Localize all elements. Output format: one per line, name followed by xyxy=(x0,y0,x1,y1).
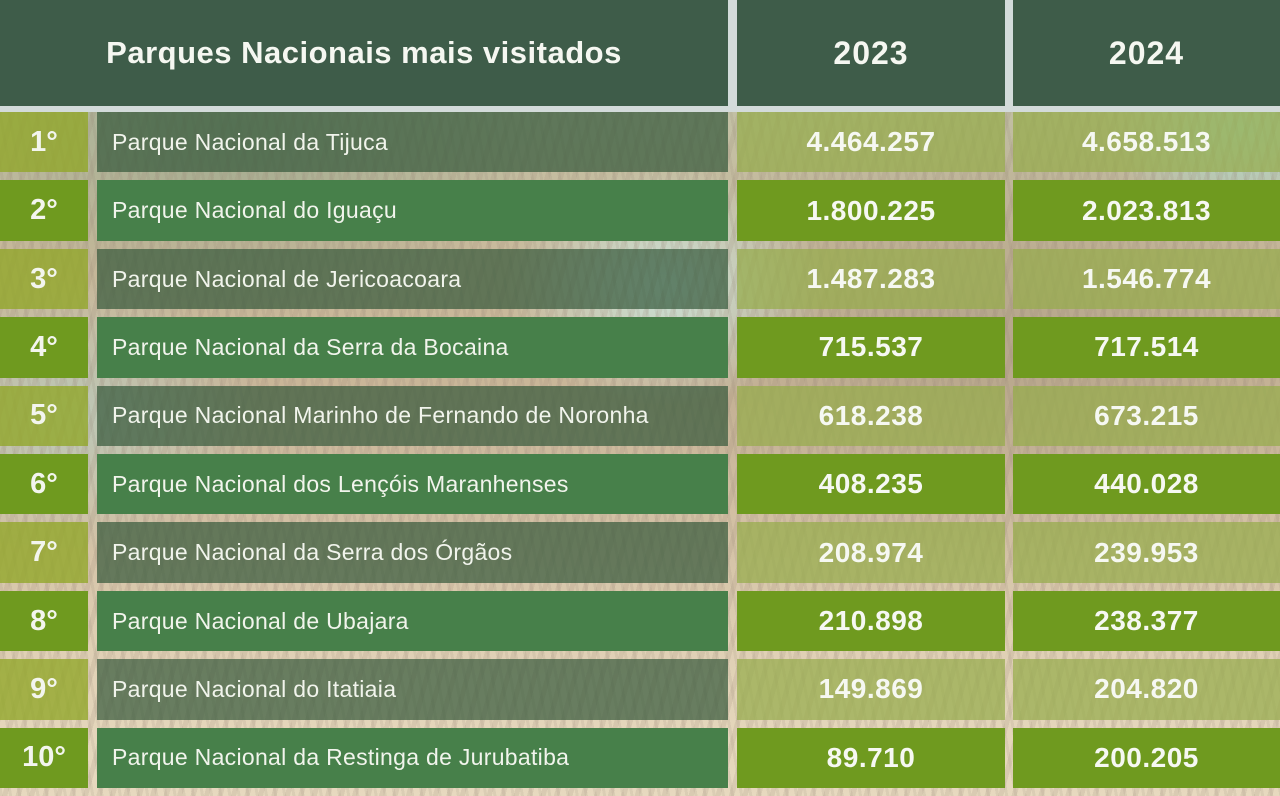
cell-gap xyxy=(88,728,97,788)
table-row: 4° Parque Nacional da Serra da Bocaina 7… xyxy=(0,317,1280,378)
rank-cell: 4° xyxy=(0,317,88,378)
park-name-cell: Parque Nacional de Ubajara xyxy=(97,590,728,652)
cell-gap xyxy=(88,386,97,446)
cell-gap xyxy=(728,386,737,446)
cell-gap xyxy=(1005,112,1013,172)
table-row: 6° Parque Nacional dos Lençóis Maranhens… xyxy=(0,454,1280,515)
park-name-cell: Parque Nacional da Serra dos Órgãos xyxy=(97,522,728,583)
visitors-2023-cell: 408.235 xyxy=(737,454,1005,515)
cell-gap xyxy=(88,659,97,719)
cell-gap xyxy=(728,728,737,788)
visitors-2024-cell: 200.205 xyxy=(1013,727,1280,789)
cell-gap xyxy=(1005,659,1013,719)
park-name-cell: Parque Nacional dos Lençóis Maranhenses xyxy=(97,454,728,515)
table-row: 3° Parque Nacional de Jericoacoara 1.487… xyxy=(0,248,1280,310)
park-name-cell: Parque Nacional da Serra da Bocaina xyxy=(97,317,728,378)
park-name-cell: Parque Nacional do Itatiaia xyxy=(97,659,728,720)
column-header-2024: 2024 xyxy=(1013,0,1280,106)
park-name-cell: Parque Nacional da Restinga de Jurubatib… xyxy=(97,727,728,789)
cell-gap xyxy=(88,180,97,240)
table-row: 5° Parque Nacional Marinho de Fernando d… xyxy=(0,385,1280,447)
cell-gap xyxy=(728,659,737,719)
cell-gap xyxy=(1005,591,1013,651)
table-title: Parques Nacionais mais visitados xyxy=(106,35,622,70)
visitors-2023-cell: 1.487.283 xyxy=(737,248,1005,310)
cell-gap xyxy=(728,522,737,582)
header-divider xyxy=(1005,0,1013,112)
cell-gap xyxy=(728,180,737,240)
cell-gap xyxy=(728,591,737,651)
cell-gap xyxy=(728,249,737,309)
rank-cell: 10° xyxy=(0,727,88,789)
cell-gap xyxy=(88,591,97,651)
visitors-2024-cell: 4.658.513 xyxy=(1013,112,1280,173)
visitors-2024-cell: 717.514 xyxy=(1013,317,1280,378)
visitors-2023-cell: 208.974 xyxy=(737,522,1005,583)
visitors-2024-cell: 239.953 xyxy=(1013,522,1280,583)
cell-gap xyxy=(88,249,97,309)
cell-gap xyxy=(88,454,97,514)
rank-cell: 2° xyxy=(0,180,88,241)
header-divider xyxy=(728,0,737,112)
cell-gap xyxy=(1005,454,1013,514)
visitors-2023-cell: 149.869 xyxy=(737,659,1005,720)
column-header-2023: 2023 xyxy=(737,0,1005,106)
rank-cell: 6° xyxy=(0,454,88,515)
visitors-2024-cell: 1.546.774 xyxy=(1013,248,1280,310)
table-row: 1° Parque Nacional da Tijuca 4.464.257 4… xyxy=(0,112,1280,173)
visitors-2023-cell: 1.800.225 xyxy=(737,180,1005,241)
table-row: 9° Parque Nacional do Itatiaia 149.869 2… xyxy=(0,659,1280,720)
cell-gap xyxy=(728,112,737,172)
cell-gap xyxy=(88,112,97,172)
park-name-cell: Parque Nacional Marinho de Fernando de N… xyxy=(97,385,728,447)
cell-gap xyxy=(1005,522,1013,582)
rank-cell: 8° xyxy=(0,590,88,652)
park-name-cell: Parque Nacional de Jericoacoara xyxy=(97,248,728,310)
rank-cell: 1° xyxy=(0,112,88,173)
visitors-2023-cell: 89.710 xyxy=(737,727,1005,789)
park-name-cell: Parque Nacional do Iguaçu xyxy=(97,180,728,241)
rank-cell: 9° xyxy=(0,659,88,720)
cell-gap xyxy=(1005,386,1013,446)
table-body: 1° Parque Nacional da Tijuca 4.464.257 4… xyxy=(0,112,1280,796)
park-name-cell: Parque Nacional da Tijuca xyxy=(97,112,728,173)
visitors-2023-cell: 715.537 xyxy=(737,317,1005,378)
table-title-cell: Parques Nacionais mais visitados xyxy=(0,0,728,106)
cell-gap xyxy=(1005,317,1013,377)
cell-gap xyxy=(728,454,737,514)
table-row: 7° Parque Nacional da Serra dos Órgãos 2… xyxy=(0,522,1280,583)
visitors-2023-cell: 618.238 xyxy=(737,385,1005,447)
cell-gap xyxy=(728,317,737,377)
visitors-2023-cell: 4.464.257 xyxy=(737,112,1005,173)
cell-gap xyxy=(1005,249,1013,309)
cell-gap xyxy=(1005,728,1013,788)
table-row: 2° Parque Nacional do Iguaçu 1.800.225 2… xyxy=(0,180,1280,241)
cell-gap xyxy=(88,317,97,377)
table-row: 8° Parque Nacional de Ubajara 210.898 23… xyxy=(0,590,1280,652)
cell-gap xyxy=(1005,180,1013,240)
cell-gap xyxy=(88,522,97,582)
visitors-2024-cell: 673.215 xyxy=(1013,385,1280,447)
table-header: Parques Nacionais mais visitados 2023 20… xyxy=(0,0,1280,112)
visitors-2024-cell: 204.820 xyxy=(1013,659,1280,720)
visitors-2024-cell: 440.028 xyxy=(1013,454,1280,515)
table-row: 10° Parque Nacional da Restinga de Jurub… xyxy=(0,727,1280,789)
visitors-2024-cell: 2.023.813 xyxy=(1013,180,1280,241)
rank-cell: 5° xyxy=(0,385,88,447)
visitors-2023-cell: 210.898 xyxy=(737,590,1005,652)
rank-cell: 7° xyxy=(0,522,88,583)
visitors-2024-cell: 238.377 xyxy=(1013,590,1280,652)
rank-cell: 3° xyxy=(0,248,88,310)
